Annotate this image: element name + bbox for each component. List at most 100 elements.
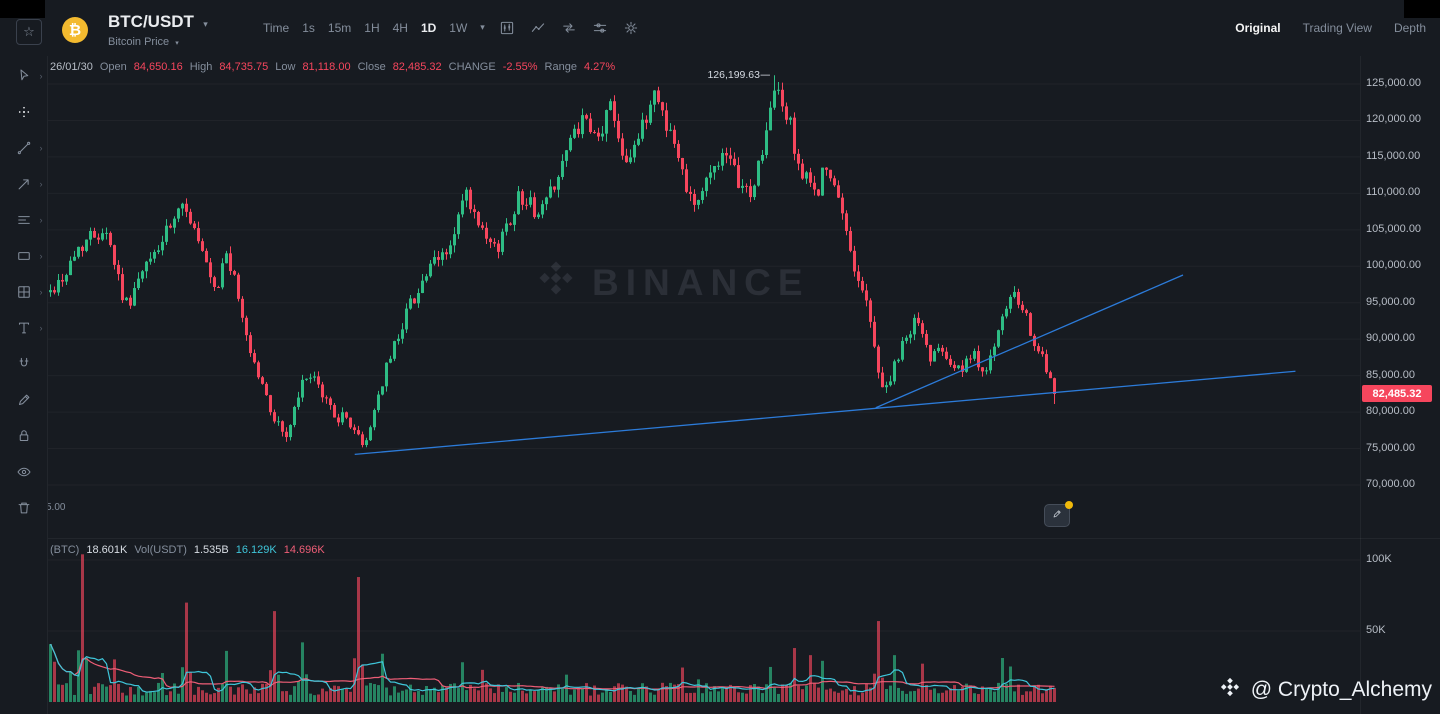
view-tabs: Original Trading View Depth <box>1235 0 1426 56</box>
price-axis-label: 95,000.00 <box>1366 295 1415 308</box>
header: ☆ ₿ BTC/USDT ▾ Bitcoin Price ▾ Time 1s 15m… <box>0 0 1440 56</box>
text-tool[interactable]: › <box>0 310 48 346</box>
binance-watermark: BINANCE <box>536 258 810 307</box>
vol-usdt-label: Vol(USDT) <box>134 544 187 556</box>
high-value: 84,735.75 <box>219 61 269 73</box>
chart-toolbar-icons <box>498 0 640 56</box>
credit-watermark: @ Crypto_Alchemy <box>1219 676 1432 704</box>
chevron-right-icon: › <box>39 251 43 261</box>
compare-icon[interactable] <box>560 19 578 37</box>
chart-properties-icon[interactable] <box>498 19 516 37</box>
price-axis-label: 90,000.00 <box>1366 332 1415 345</box>
price-axis-label: 75,000.00 <box>1366 441 1415 454</box>
price-axis-label: 110,000.00 <box>1366 186 1421 199</box>
close-value: 82,485.32 <box>392 61 442 73</box>
cursor-tool[interactable]: › <box>0 58 48 94</box>
vol-ma-fast-value: 16.129K <box>235 544 277 556</box>
change-value: -2.55% <box>502 61 538 73</box>
brush-tool[interactable] <box>0 382 48 418</box>
tab-interval-time[interactable]: Time <box>263 21 290 35</box>
change-label: CHANGE <box>448 61 496 73</box>
favorites-button[interactable]: ☆ <box>16 19 42 45</box>
star-icon: ☆ <box>23 24 35 40</box>
fib-grid-tool[interactable]: › <box>0 274 48 310</box>
high-label: High <box>189 61 213 73</box>
tab-interval-1s[interactable]: 1s <box>302 21 315 35</box>
tab-interval-1w[interactable]: 1W <box>449 21 468 35</box>
chart-settings-icon[interactable] <box>622 19 640 37</box>
binance-logo-icon <box>536 258 576 307</box>
chevron-right-icon: › <box>39 215 43 225</box>
symbol-subtitle-label: Bitcoin Price <box>108 36 170 48</box>
low-value: 81,118.00 <box>302 61 351 73</box>
tab-interval-4h[interactable]: 4H <box>392 21 408 35</box>
subtitle-caret-icon: ▾ <box>175 39 179 47</box>
drawing-toolbar: › › › › › › › <box>0 56 48 714</box>
price-axis-label: 100,000.00 <box>1366 259 1422 272</box>
vol-btc-value: 18.601K <box>86 544 128 556</box>
visibility-tool[interactable] <box>0 454 48 490</box>
crosshair-tool[interactable] <box>0 94 48 130</box>
chevron-right-icon: › <box>39 143 43 153</box>
symbol-title[interactable]: BTC/USDT <box>108 12 194 31</box>
volume-axis-label: 50K <box>1366 624 1386 636</box>
ohlc-bar: 26/01/30 Open 84,650.16 High 84,735.75 L… <box>50 61 615 73</box>
chevron-right-icon: › <box>39 71 43 81</box>
price-axis-label: 120,000.00 <box>1366 113 1422 126</box>
symbol-block: BTC/USDT ▾ Bitcoin Price ▾ <box>108 12 208 48</box>
more-intervals-icon[interactable]: ▾ <box>480 23 485 33</box>
vol-usdt-value: 1.535B <box>193 544 229 556</box>
corner-artifact-right <box>1404 0 1440 18</box>
tab-interval-1h[interactable]: 1H <box>364 21 380 35</box>
btc-glyph: ₿ <box>68 21 82 39</box>
price-axis-label: 80,000.00 <box>1366 405 1415 418</box>
pencil-icon <box>1051 508 1063 523</box>
tab-original[interactable]: Original <box>1235 21 1281 35</box>
chevron-right-icon: › <box>39 179 43 189</box>
low-label: Low <box>275 61 296 73</box>
btc-logo: ₿ <box>62 17 88 43</box>
delete-tool[interactable] <box>0 490 48 526</box>
price-axis-label: 70,000.00 <box>1366 478 1415 490</box>
corner-artifact-left <box>0 0 45 18</box>
magnet-tool[interactable] <box>0 346 48 382</box>
display-settings-icon[interactable] <box>591 19 609 37</box>
price-axis-label: 115,000.00 <box>1366 149 1421 162</box>
notification-dot <box>1065 501 1073 509</box>
volume-axis-label: 100K <box>1366 553 1392 565</box>
tab-depth[interactable]: Depth <box>1393 21 1426 35</box>
peak-price-text: 126,199.63 <box>707 69 760 82</box>
vol-ma-slow-value: 14.696K <box>283 544 325 556</box>
tab-trading-view[interactable]: Trading View <box>1302 21 1372 35</box>
fib-retracement-tool[interactable]: › <box>0 202 48 238</box>
pane-separator[interactable] <box>48 538 1440 539</box>
range-value: 4.27% <box>583 61 616 73</box>
chevron-right-icon: › <box>39 323 43 333</box>
price-axis-label: 125,000.00 <box>1366 77 1422 89</box>
arrow-tool[interactable]: › <box>0 166 48 202</box>
lock-tool[interactable] <box>0 418 48 454</box>
symbol-caret-icon: ▾ <box>203 20 208 30</box>
tab-interval-1d[interactable]: 1D <box>420 21 437 35</box>
open-label: Open <box>99 61 127 73</box>
timeframe-bar: Time 1s 15m 1H 4H 1D 1W ▾ <box>263 0 485 56</box>
symbol-subtitle[interactable]: Bitcoin Price ▾ <box>108 36 208 48</box>
ohlc-date: 26/01/30 <box>50 61 93 73</box>
peak-tick: — <box>760 69 771 82</box>
binance-watermark-text: BINANCE <box>592 261 810 303</box>
volume-info-bar: (BTC) 18.601K Vol(USDT) 1.535B 16.129K 1… <box>50 544 325 556</box>
indicators-icon[interactable] <box>529 19 547 37</box>
quick-draw-button[interactable] <box>1044 501 1073 527</box>
binance-logo-icon-small <box>1219 676 1241 704</box>
trendline-tool[interactable]: › <box>0 130 48 166</box>
chevron-right-icon: › <box>39 287 43 297</box>
close-label: Close <box>357 61 386 73</box>
credit-text: @ Crypto_Alchemy <box>1250 678 1432 701</box>
last-price-badge: 82,485.32 <box>1362 385 1432 403</box>
vol-btc-label: (BTC) <box>50 544 80 556</box>
shapes-tool[interactable]: › <box>0 238 48 274</box>
tab-interval-15m[interactable]: 15m <box>327 21 352 35</box>
open-value: 84,650.16 <box>133 61 183 73</box>
